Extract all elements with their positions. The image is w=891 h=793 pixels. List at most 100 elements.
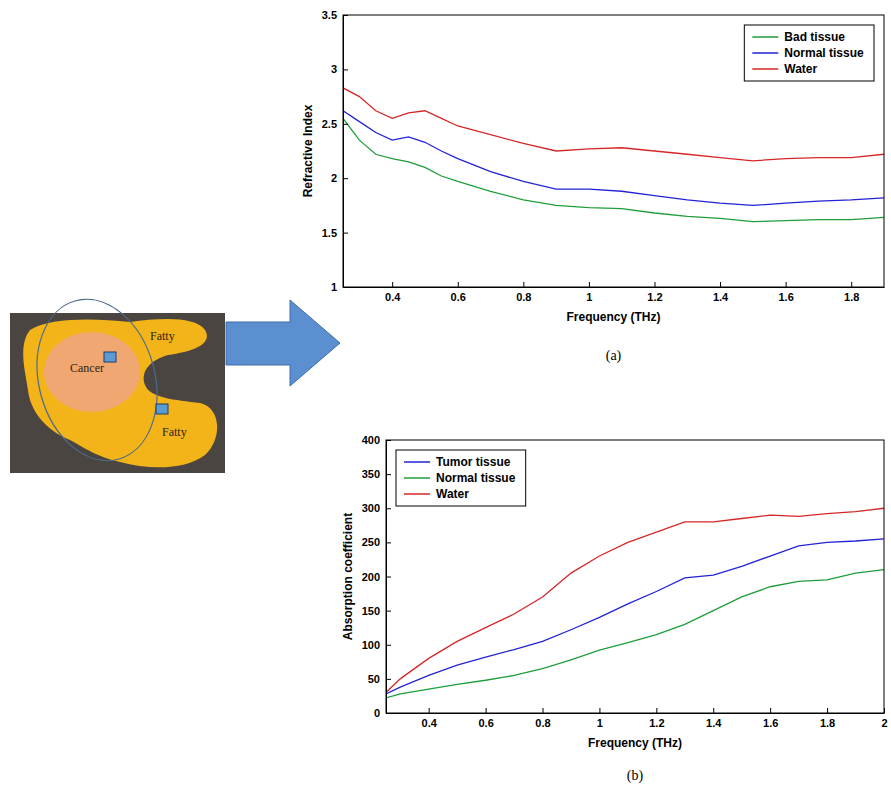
- x-tick: 1: [586, 282, 592, 303]
- x-tick-mark: [827, 708, 828, 713]
- x-tick-label: 0.6: [451, 291, 466, 303]
- y-tick: 200: [362, 571, 391, 583]
- y-axis: 050100150200250300350400: [362, 434, 391, 719]
- legend-label: Bad tissue: [784, 30, 845, 44]
- y-tick: 250: [362, 536, 391, 548]
- x-tick-label: 1.4: [706, 717, 722, 729]
- x-axis-title: Frequency (THz): [588, 736, 682, 750]
- y-tick: 0: [374, 707, 391, 719]
- legend-label: Water: [436, 487, 469, 501]
- photo-background: [10, 313, 225, 473]
- y-tick-label: 150: [362, 605, 380, 617]
- plot-lines: [343, 88, 884, 222]
- x-tick: 1.4: [713, 282, 729, 303]
- y-tick: 3.5: [322, 9, 348, 21]
- x-tick: 1.4: [706, 708, 722, 729]
- y-tick: 1: [331, 281, 348, 293]
- x-tick: 0.8: [535, 708, 550, 729]
- sample-square: [104, 352, 116, 362]
- arrow: [226, 300, 340, 386]
- y-tick-mark: [343, 69, 348, 70]
- legend: Tumor tissueNormal tissueWater: [396, 450, 526, 506]
- x-tick-label: 1.6: [763, 717, 778, 729]
- y-tick-mark: [386, 679, 391, 680]
- y-tick-label: 50: [368, 673, 380, 685]
- legend-swatch: [752, 68, 778, 70]
- y-axis-title: Refractive Index: [301, 104, 315, 197]
- x-tick-mark: [458, 282, 459, 287]
- chart: 0.40.60.811.21.41.61.811.522.533.5Freque…: [301, 9, 885, 364]
- panel-caption: (b): [627, 768, 644, 784]
- x-tick-label: 1.4: [713, 291, 729, 303]
- legend-box: [744, 25, 874, 81]
- x-axis-line: [387, 713, 885, 714]
- y-tick: 400: [362, 434, 391, 446]
- y-tick: 350: [362, 468, 391, 480]
- x-tick-label: 0.8: [516, 291, 531, 303]
- x-tick-mark: [523, 282, 524, 287]
- y-tick: 1.5: [322, 227, 348, 239]
- y-axis-title: Absorption coefficient: [341, 513, 355, 640]
- series-line: [343, 118, 884, 221]
- y-tick: 2.5: [322, 118, 348, 130]
- legend-swatch: [752, 36, 778, 38]
- y-tick-mark: [386, 542, 391, 543]
- y-tick-mark: [343, 15, 348, 16]
- y-tick-label: 3: [331, 63, 337, 75]
- legend-swatch: [404, 493, 430, 495]
- y-tick: 100: [362, 639, 391, 651]
- x-tick: 1.6: [778, 282, 793, 303]
- y-tick-mark: [386, 577, 391, 578]
- x-tick-label: 1: [586, 291, 592, 303]
- x-tick-label: 0.4: [422, 717, 438, 729]
- plot-frame: [343, 15, 884, 287]
- y-tick-mark: [386, 440, 391, 441]
- series-line: [343, 88, 884, 161]
- y-tick-label: 200: [362, 571, 380, 583]
- chart: 0.40.60.811.21.41.61.8205010015020025030…: [341, 434, 888, 784]
- x-tick: 1: [597, 708, 603, 729]
- series-line: [386, 570, 884, 698]
- legend-swatch: [404, 461, 430, 463]
- x-tick-mark: [770, 708, 771, 713]
- tissue-shape: [23, 319, 217, 467]
- x-tick: 0.8: [516, 282, 531, 303]
- y-tick-label: 250: [362, 536, 380, 548]
- tissue-photo: FattyCancerFatty: [10, 286, 225, 474]
- region-outline: [20, 286, 174, 474]
- legend-swatch: [752, 52, 778, 54]
- y-tick-mark: [343, 124, 348, 125]
- x-tick-mark: [851, 282, 852, 287]
- x-tick-label: 1.2: [647, 291, 662, 303]
- x-tick-label: 1: [597, 717, 603, 729]
- x-axis: 0.40.60.811.21.41.61.8: [344, 282, 885, 303]
- x-tick-mark: [599, 708, 600, 713]
- x-tick: 1.6: [763, 708, 778, 729]
- y-tick: 3: [331, 63, 348, 75]
- x-tick: 1.8: [820, 708, 835, 729]
- legend-label: Normal tissue: [784, 46, 864, 60]
- series-line: [386, 539, 884, 694]
- y-tick-mark: [343, 178, 348, 179]
- plot-background: [343, 15, 884, 287]
- y-tick-mark: [386, 474, 391, 475]
- y-tick-label: 2: [331, 172, 337, 184]
- x-axis-title: Frequency (THz): [566, 310, 660, 324]
- photo-label: Fatty: [162, 425, 187, 439]
- legend-label: Tumor tissue: [436, 455, 511, 469]
- x-tick-label: 0.8: [535, 717, 550, 729]
- x-tick-mark: [713, 708, 714, 713]
- legend-label: Water: [784, 62, 817, 76]
- x-tick-label: 1.8: [820, 717, 835, 729]
- x-tick-mark: [884, 708, 885, 713]
- x-tick: 2: [881, 708, 887, 729]
- legend-box: [396, 450, 526, 506]
- x-tick: 1.8: [844, 282, 859, 303]
- panel-caption: (a): [606, 348, 622, 364]
- x-tick-mark: [429, 708, 430, 713]
- y-axis-line: [343, 16, 344, 288]
- y-tick-mark: [386, 645, 391, 646]
- x-tick: 0.4: [422, 708, 438, 729]
- y-tick-mark: [386, 713, 391, 714]
- series-line: [386, 508, 884, 692]
